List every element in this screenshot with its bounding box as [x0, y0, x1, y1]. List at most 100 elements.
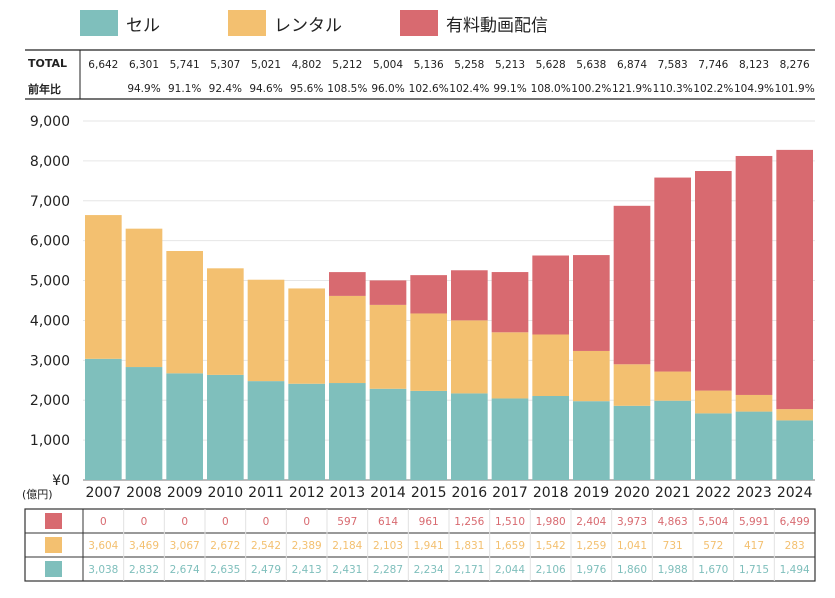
y-tick-label: 3,000 [30, 353, 70, 369]
x-tick-label: 2015 [411, 485, 447, 501]
bar-2-2011 [247, 279, 285, 382]
y-tick-label: 6,000 [30, 234, 70, 250]
total-value: 6,642 [88, 59, 118, 71]
bar-3-2014 [369, 280, 407, 305]
legend-swatch-3 [400, 10, 438, 36]
total-row-label: TOTAL [28, 57, 68, 70]
table-value: 2,635 [210, 564, 240, 576]
total-value: 5,213 [495, 59, 525, 71]
table-value: 2,413 [292, 564, 322, 576]
total-value: 5,258 [454, 59, 484, 71]
table-value: 961 [419, 516, 439, 528]
x-tick-label: 2011 [248, 485, 284, 501]
table-value: 2,171 [454, 564, 484, 576]
table-value: 2,404 [576, 516, 606, 528]
table-value: 731 [663, 540, 683, 552]
y-tick-label: 1,000 [30, 433, 70, 449]
x-tick-label: 2017 [492, 485, 528, 501]
total-value: 5,628 [536, 59, 566, 71]
table-value: 0 [222, 516, 229, 528]
table-value: 1,259 [576, 540, 606, 552]
table-value: 1,715 [739, 564, 769, 576]
yoy-value: 108.0% [531, 83, 571, 95]
x-tick-label: 2014 [370, 485, 406, 501]
table-value: 0 [141, 516, 148, 528]
table-value: 1,980 [536, 516, 566, 528]
bar-2-2013 [329, 295, 366, 384]
bar-2-2021 [654, 371, 691, 401]
table-value: 417 [744, 540, 764, 552]
yoy-value: 102.2% [693, 83, 733, 95]
table-value: 1,941 [414, 540, 444, 552]
table-value: 2,674 [170, 564, 200, 576]
bar-2-2019 [573, 350, 610, 402]
bar-2-2023 [735, 394, 773, 412]
bar-3-2024 [776, 149, 813, 410]
table-value: 1,976 [576, 564, 606, 576]
table-value: 597 [337, 516, 357, 528]
table-value: 1,510 [495, 516, 525, 528]
bar-1-2018 [532, 395, 569, 480]
bar-2-2024 [776, 409, 813, 421]
table-value: 2,287 [373, 564, 403, 576]
table-value: 614 [378, 516, 398, 528]
total-value: 6,874 [617, 59, 647, 71]
legend-swatch-1 [80, 10, 118, 36]
table-value: 5,991 [739, 516, 769, 528]
bar-1-2019 [573, 401, 610, 480]
bar-3-2019 [573, 255, 610, 351]
bar-1-2023 [735, 411, 773, 480]
table-value: 1,860 [617, 564, 647, 576]
yoy-value: 121.9% [612, 83, 652, 95]
bar-3-2016 [451, 270, 488, 321]
total-value: 5,004 [373, 59, 403, 71]
bar-1-2016 [451, 393, 488, 480]
bar-3-2017 [491, 272, 529, 333]
table-value: 2,106 [536, 564, 566, 576]
yoy-value: 94.9% [127, 83, 160, 95]
total-value: 5,021 [251, 59, 281, 71]
y-tick-label: 9,000 [30, 114, 70, 130]
bar-3-2013 [329, 272, 366, 296]
total-value: 5,212 [332, 59, 362, 71]
table-value: 4,863 [658, 516, 688, 528]
x-tick-label: 2022 [696, 485, 732, 501]
table-value: 3,469 [129, 540, 159, 552]
x-tick-label: 2018 [533, 485, 569, 501]
table-value: 2,389 [292, 540, 322, 552]
bar-1-2008 [125, 367, 163, 480]
bar-2-2009 [166, 250, 203, 374]
bar-2-2007 [85, 215, 122, 359]
table-value: 572 [703, 540, 723, 552]
total-value: 7,583 [658, 59, 688, 71]
bar-2-2015 [410, 313, 447, 391]
y-axis-unit: (億円) [22, 488, 53, 501]
table-value: 0 [263, 516, 270, 528]
bar-2-2017 [491, 332, 529, 399]
bar-3-2022 [695, 171, 732, 391]
y-tick-label: 4,000 [30, 313, 70, 329]
bar-1-2011 [247, 381, 285, 480]
total-value: 5,136 [414, 59, 444, 71]
yoy-value: 91.1% [168, 83, 201, 95]
table-value: 2,832 [129, 564, 159, 576]
bar-3-2018 [532, 255, 569, 335]
x-tick-label: 2020 [614, 485, 650, 501]
total-value: 6,301 [129, 59, 159, 71]
table-value: 2,479 [251, 564, 281, 576]
total-value: 7,746 [698, 59, 728, 71]
table-value: 2,103 [373, 540, 403, 552]
yoy-value: 110.3% [653, 83, 693, 95]
yoy-value: 102.4% [449, 83, 489, 95]
x-tick-label: 2016 [452, 485, 488, 501]
table-value: 6,499 [780, 516, 810, 528]
total-value: 5,307 [210, 59, 240, 71]
bar-2-2012 [288, 288, 325, 384]
x-tick-label: 2012 [289, 485, 325, 501]
bar-2-2018 [532, 334, 569, 396]
table-value: 2,234 [414, 564, 444, 576]
table-swatch-2 [45, 537, 62, 553]
bar-1-2012 [288, 383, 325, 480]
table-value: 0 [181, 516, 188, 528]
total-value: 5,638 [576, 59, 606, 71]
